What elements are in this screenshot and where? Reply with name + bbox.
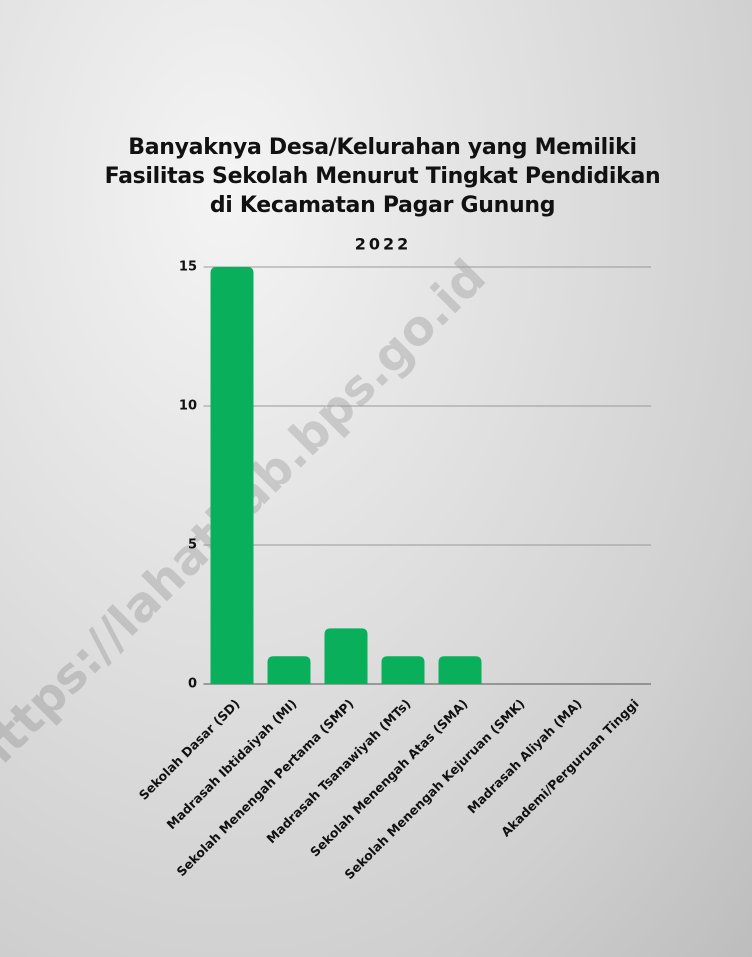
y-tick-label: 10 xyxy=(179,399,197,414)
bar xyxy=(381,656,425,684)
bar xyxy=(267,656,311,684)
y-tick-label: 15 xyxy=(179,260,197,275)
y-tick-label: 5 xyxy=(188,538,197,553)
x-tick-label: Sekolah Dasar (SD) xyxy=(136,696,243,803)
x-tick-label: Madrasah Aliyah (MA) xyxy=(464,696,584,816)
chart-subtitle: 2022 xyxy=(355,235,412,254)
y-tick-label: 0 xyxy=(188,677,197,692)
bar xyxy=(438,656,482,684)
bar xyxy=(210,267,254,684)
chart-title: Banyaknya Desa/Kelurahan yang Memiliki F… xyxy=(104,135,661,218)
bar xyxy=(324,628,368,684)
